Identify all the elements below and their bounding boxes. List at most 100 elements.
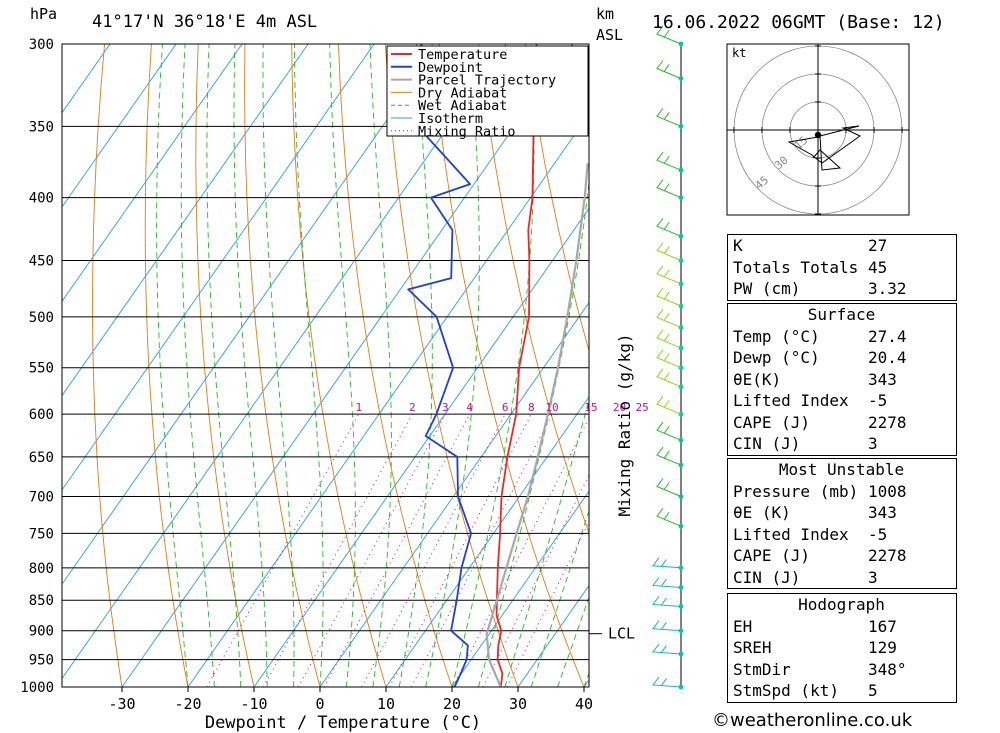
mixing-ratio-line: [206, 413, 360, 687]
isotherm-line: [62, 44, 309, 397]
mixing-ratio-line: [388, 413, 532, 687]
surface-panel: Surface Temp (°C) 27.4 Dewp (°C) 20.4 θE(K…: [727, 303, 957, 456]
isotherm-line: [451, 490, 589, 687]
wind-barb-flag: [663, 399, 670, 408]
isotherm-line: [121, 44, 573, 687]
isotherm-line: [62, 44, 441, 585]
mixing-ratio-label: 1: [355, 401, 362, 414]
wind-barb-flag: [663, 112, 670, 120]
wet-adiabat-line: [262, 44, 295, 687]
isotherm-line: [385, 396, 589, 687]
wind-barb: [652, 577, 682, 588]
wind-barb-flag: [663, 511, 670, 520]
section-title: Most Unstable: [778, 460, 905, 479]
wind-barb: [656, 309, 682, 328]
y-tick-label: 300: [29, 37, 54, 53]
mixing-ratio-label: 4: [466, 401, 473, 414]
wind-barb: [656, 287, 682, 307]
wet-adiabat-line: [180, 44, 215, 687]
wet-adiabat-line: [294, 44, 324, 687]
wind-barb-flag: [663, 372, 670, 381]
wind-barb: [656, 478, 682, 497]
x-tick-label: 30: [509, 695, 527, 713]
dry-adiabat-line: [338, 44, 453, 687]
wind-barb: [652, 676, 682, 688]
wind-barb-flag: [663, 29, 670, 38]
index-row: Totals Totals 45: [733, 257, 888, 277]
y-tick-label: 500: [29, 310, 54, 326]
mixing-ratio-label: 6: [502, 401, 509, 414]
y-tick-label: 650: [29, 450, 54, 466]
legend-entry: Isotherm: [418, 111, 483, 127]
dry-adiabat-line: [92, 44, 123, 687]
wind-level-dot: [678, 303, 684, 309]
index-row: K 27: [733, 236, 888, 255]
wind-barb: [656, 242, 682, 261]
mixing-ratio-line: [297, 413, 446, 687]
isotherm-line: [62, 44, 243, 303]
wind-level-dot: [678, 123, 684, 129]
mixing-ratio-label: 20: [613, 401, 626, 414]
wet-adiabat-line: [398, 44, 433, 687]
wind-barb: [652, 596, 682, 607]
legend-entry: Mixing Ratio: [418, 124, 516, 140]
wind-barb-flag: [660, 597, 667, 606]
dewpoint-line: [407, 44, 473, 687]
index-row: SREH 129: [733, 638, 897, 657]
parcel-trajectory-line: [485, 163, 589, 687]
y-tick-label: 400: [29, 191, 54, 207]
y2-axis-label: Mixing Ratio (g/kg): [615, 333, 634, 516]
y-tick-label: 950: [29, 653, 54, 669]
wind-barb-flag: [660, 578, 667, 587]
hodograph-ring-label: 30: [772, 154, 791, 172]
wind-level-dot: [678, 258, 684, 263]
y-tick-label: 350: [29, 119, 54, 135]
wind-barb-flag: [663, 64, 670, 72]
wind-barb: [656, 368, 682, 388]
wet-adiabat-line: [451, 44, 535, 687]
mixing-ratio-line: [482, 474, 589, 687]
wind-barb-flag: [663, 482, 670, 490]
index-row: θE (K) 343: [733, 503, 897, 522]
isotherm-line: [253, 207, 589, 687]
mixing-ratio-line: [452, 416, 589, 687]
index-row: θE(K) 343: [733, 369, 897, 389]
index-row: CAPE (J) 2278: [733, 546, 907, 565]
x-tick-label: -20: [174, 695, 201, 713]
wind-barb-flag: [663, 155, 670, 164]
dry-adiabat-line: [525, 44, 589, 353]
asl-label: ASL: [596, 26, 624, 44]
dry-adiabat-line: [431, 44, 585, 687]
wind-barb: [656, 349, 682, 369]
datetime-title: 16.06.2022 06GMT (Base: 12): [652, 12, 945, 33]
index-row: CAPE (J) 2278: [733, 412, 907, 432]
isotherm-line: [62, 44, 177, 208]
wind-barb: [656, 421, 682, 441]
wet-adiabat-line: [206, 44, 242, 687]
wet-adiabat-line: [329, 44, 356, 687]
y-tick-label: 1000: [20, 680, 54, 696]
wind-level-dot: [678, 565, 684, 571]
mixing-ratio-label: 15: [584, 401, 597, 414]
wind-barb-flag: [663, 221, 670, 230]
wind-barb: [656, 108, 682, 127]
wind-barb: [656, 60, 682, 79]
lcl-label: LCL: [608, 625, 635, 643]
wind-barb: [656, 507, 682, 527]
wind-barb: [652, 643, 682, 655]
legend-entry: Dry Adiabat: [418, 85, 507, 101]
index-row: Lifted Index -5: [733, 524, 888, 544]
mixing-ratio-label: 10: [545, 401, 558, 414]
plot-frame: [61, 43, 590, 688]
dry-adiabat-line: [993, 44, 1000, 687]
indices-top-panel: K 27 Totals Totals 45 PW (cm) 3.32: [727, 234, 957, 301]
y-tick-label: 750: [29, 526, 54, 542]
index-row: Temp (°C) 27.4: [733, 326, 907, 346]
wind-barb: [656, 446, 682, 466]
wind-barb-flag: [663, 353, 670, 362]
wind-level-dot: [678, 167, 684, 173]
credit-text[interactable]: ©weatheronline.co.uk: [712, 710, 913, 731]
legend-entry: Dewpoint: [418, 60, 483, 76]
wet-adiabat-line: [233, 44, 268, 687]
